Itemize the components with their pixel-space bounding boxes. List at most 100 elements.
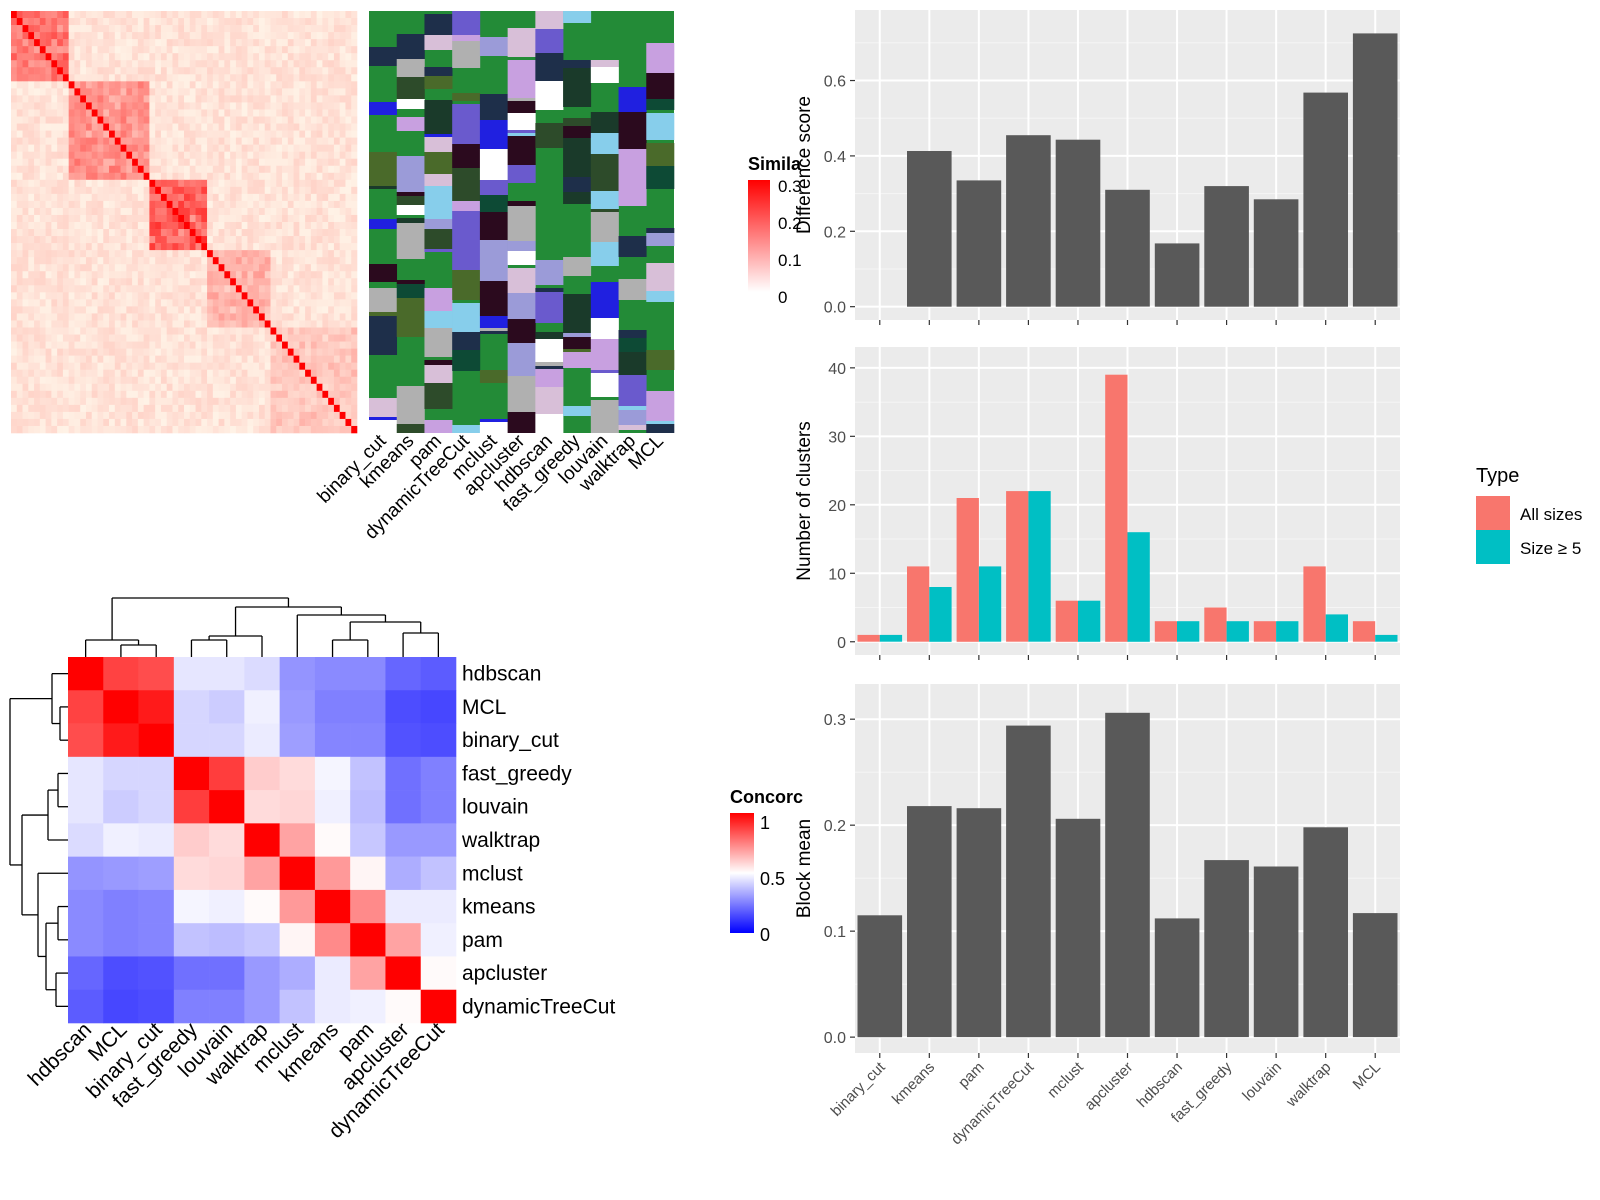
track-segment bbox=[563, 294, 592, 333]
track-segment bbox=[535, 288, 564, 292]
similarity-cell bbox=[103, 74, 110, 82]
similarity-cell bbox=[39, 327, 46, 335]
similarity-cell bbox=[178, 264, 185, 272]
similarity-cell bbox=[253, 264, 260, 272]
similarity-cell bbox=[166, 236, 173, 244]
similarity-cell bbox=[351, 130, 358, 138]
similarity-cell bbox=[270, 376, 277, 385]
similarity-cell bbox=[287, 214, 294, 223]
similarity-cell bbox=[287, 236, 294, 244]
similarity-cell bbox=[166, 53, 173, 61]
similarity-cell bbox=[247, 271, 254, 279]
concordance-cell bbox=[314, 823, 351, 857]
similarity-cell bbox=[184, 320, 191, 328]
similarity-cell bbox=[276, 165, 283, 174]
similarity-cell bbox=[11, 186, 18, 195]
similarity-cell bbox=[91, 11, 98, 19]
concordance-cell bbox=[350, 923, 386, 957]
similarity-cell bbox=[16, 165, 23, 174]
similarity-cell bbox=[143, 179, 150, 188]
similarity-cell bbox=[316, 383, 323, 392]
similarity-cell bbox=[351, 264, 358, 272]
similarity-cell bbox=[51, 200, 58, 209]
similarity-cell bbox=[282, 348, 289, 356]
similarity-cell bbox=[230, 172, 237, 181]
similarity-cell bbox=[45, 172, 52, 181]
similarity-cell bbox=[253, 39, 260, 47]
similarity-cell bbox=[201, 306, 208, 314]
similarity-cell bbox=[270, 88, 277, 96]
similarity-cell bbox=[339, 271, 346, 279]
similarity-cell bbox=[189, 60, 196, 68]
similarity-cell bbox=[57, 334, 64, 342]
similarity-cell bbox=[51, 390, 58, 399]
similarity-cell bbox=[114, 123, 121, 131]
similarity-cell bbox=[91, 123, 98, 131]
similarity-cell bbox=[305, 383, 312, 392]
concordance-cell bbox=[68, 790, 104, 824]
similarity-cell bbox=[218, 214, 225, 223]
similarity-cell bbox=[155, 243, 162, 251]
similarity-cell bbox=[333, 67, 340, 75]
concordance-row-label: hdbscan bbox=[462, 663, 541, 686]
similarity-cell bbox=[287, 32, 294, 40]
concordance-cell bbox=[173, 856, 210, 891]
similarity-cell bbox=[218, 95, 225, 103]
similarity-cell bbox=[305, 11, 312, 19]
similarity-cell bbox=[172, 320, 179, 328]
similarity-cell bbox=[68, 130, 75, 138]
similarity-cell bbox=[241, 46, 248, 54]
similarity-cell bbox=[287, 25, 294, 33]
similarity-cell bbox=[293, 271, 300, 279]
similarity-cell bbox=[207, 109, 214, 117]
similarity-cell bbox=[126, 81, 133, 89]
similarity-cell bbox=[28, 130, 35, 138]
similarity-cell bbox=[287, 404, 294, 413]
bar-size-ge5 bbox=[879, 634, 903, 642]
similarity-cell bbox=[247, 46, 254, 54]
similarity-cell bbox=[287, 88, 294, 96]
similarity-cell bbox=[91, 250, 98, 258]
similarity-cell bbox=[68, 313, 75, 321]
similarity-cell bbox=[201, 88, 208, 96]
similarity-cell bbox=[172, 123, 179, 131]
similarity-cell bbox=[114, 243, 121, 251]
similarity-cell bbox=[345, 229, 352, 237]
similarity-cell bbox=[247, 193, 254, 202]
similarity-cell bbox=[184, 257, 191, 265]
similarity-cell bbox=[316, 32, 323, 40]
similarity-cell bbox=[91, 18, 98, 26]
similarity-cell bbox=[339, 60, 346, 68]
similarity-cell bbox=[97, 179, 104, 188]
similarity-cell bbox=[137, 285, 144, 293]
similarity-cell bbox=[74, 320, 81, 328]
similarity-cell bbox=[322, 46, 329, 54]
similarity-cell bbox=[212, 179, 219, 188]
similarity-cell bbox=[114, 25, 121, 33]
similarity-cell bbox=[293, 137, 300, 145]
similarity-cell bbox=[80, 88, 87, 96]
similarity-cell bbox=[114, 264, 121, 272]
similarity-cell bbox=[155, 397, 162, 406]
similarity-cell bbox=[114, 292, 121, 300]
similarity-cell bbox=[143, 74, 150, 82]
similarity-cell bbox=[22, 81, 29, 89]
similarity-cell bbox=[103, 355, 110, 363]
similarity-cell bbox=[11, 165, 18, 174]
similarity-cell bbox=[16, 334, 23, 342]
similarity-cell bbox=[114, 320, 121, 328]
similarity-cell bbox=[276, 200, 283, 209]
concordance-cell bbox=[385, 723, 422, 758]
similarity-cell bbox=[28, 418, 35, 427]
similarity-cell bbox=[218, 236, 225, 244]
similarity-cell bbox=[316, 25, 323, 33]
similarity-cell bbox=[143, 137, 150, 145]
similarity-cell bbox=[258, 425, 266, 434]
similarity-cell bbox=[195, 341, 202, 349]
track-segment bbox=[396, 192, 425, 196]
similarity-cell bbox=[16, 158, 23, 167]
similarity-cell bbox=[316, 46, 323, 54]
similarity-cell bbox=[184, 222, 191, 230]
similarity-cell bbox=[114, 250, 121, 258]
similarity-cell bbox=[195, 207, 202, 216]
